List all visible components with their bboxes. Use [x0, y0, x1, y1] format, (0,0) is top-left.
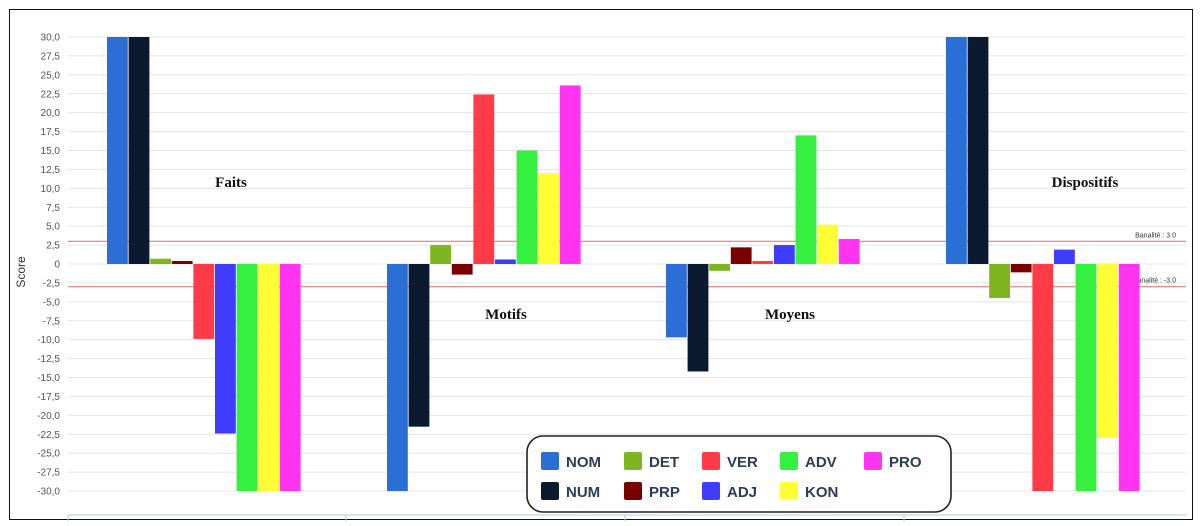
bar-num-motifs	[408, 264, 430, 427]
bars	[107, 37, 1140, 491]
legend-swatch-adj	[702, 482, 720, 500]
category-label: Moyens	[765, 307, 815, 323]
bar-det-faits	[150, 258, 171, 264]
y-tick-label: 2,5	[46, 241, 60, 252]
bar-prp-moyens	[730, 247, 752, 264]
y-tick-label: 30,0	[41, 33, 61, 44]
y-tick-label: -2,5	[43, 278, 61, 289]
legend-swatch-ver	[702, 452, 720, 470]
bar-det-motifs	[430, 245, 451, 264]
legend-label-pro: PRO	[889, 454, 922, 471]
legend-swatch-nom	[541, 452, 559, 470]
bar-pro-dispositifs	[1118, 264, 1140, 491]
legend-label-nom: NOM	[566, 454, 601, 471]
y-tick-label: -20,0	[37, 411, 60, 422]
bar-kon-motifs	[538, 173, 559, 264]
bar-ver-faits	[193, 264, 215, 339]
y-tick-label: 20,0	[41, 108, 61, 119]
y-tick-label: 15,0	[41, 146, 61, 157]
bar-chart: 30,0 27,5 25,0 22,5 20,0 17,5 15,0 12,5 10,0 7,5 5…	[14, 33, 1186, 521]
legend-swatch-kon	[780, 482, 798, 500]
y-tick-label: 12,5	[41, 165, 61, 176]
bar-num-faits	[128, 37, 150, 264]
y-tick-label: -25,0	[37, 449, 60, 460]
bar-kon-faits	[258, 264, 279, 491]
legend: NOM NUM DET PRP VER ADJ ADV KON PRO	[526, 435, 952, 513]
y-tick-label: -27,5	[37, 468, 60, 479]
bar-kon-moyens	[817, 224, 838, 264]
legend-swatch-num	[541, 482, 559, 500]
legend-swatch-adv	[780, 452, 798, 470]
y-tick-label: 17,5	[41, 127, 61, 138]
y-tick-label: 7,5	[46, 203, 60, 214]
y-tick-label: -30,0	[37, 487, 60, 498]
legend-label-adj: ADJ	[727, 484, 757, 501]
y-tick-label: -7,5	[43, 316, 61, 327]
bar-det-moyens	[709, 264, 730, 271]
bar-ver-motifs	[473, 94, 495, 264]
y-tick-label: -12,5	[37, 354, 60, 365]
bar-prp-motifs	[451, 264, 473, 275]
y-tick-label: 0	[54, 260, 60, 271]
y-tick-label: -22,5	[37, 430, 60, 441]
y-tick-label: -15,0	[37, 373, 60, 384]
y-tick-label: 5,0	[46, 222, 60, 233]
y-axis-label: Score	[14, 256, 28, 288]
legend-label-adv: ADV	[805, 454, 837, 471]
bar-adj-faits	[215, 264, 236, 434]
y-tick-label: 27,5	[41, 51, 61, 62]
bar-adj-dispositifs	[1054, 249, 1075, 264]
legend-label-prp: PRP	[649, 484, 680, 501]
bar-det-dispositifs	[989, 264, 1010, 299]
bar-adj-motifs	[495, 259, 516, 264]
legend-label-kon: KON	[805, 484, 838, 501]
chart-frame: 30,0 27,5 25,0 22,5 20,0 17,5 15,0 12,5 10,0 7,5 5…	[9, 9, 1193, 521]
y-tick-label: 10,0	[41, 184, 61, 195]
bar-nom-dispositifs	[946, 37, 967, 264]
category-labels: Faits Motifs Moyens Dispositifs	[215, 175, 1118, 323]
bar-prp-dispositifs	[1010, 264, 1032, 273]
legend-label-ver: VER	[727, 454, 758, 471]
category-label: Faits	[215, 175, 247, 191]
bar-pro-motifs	[559, 85, 581, 264]
bar-adv-dispositifs	[1075, 264, 1097, 491]
bar-pro-moyens	[838, 239, 860, 264]
bar-kon-dispositifs	[1097, 264, 1118, 439]
y-tick-label: 25,0	[41, 70, 61, 81]
legend-label-num: NUM	[566, 484, 600, 501]
bar-adv-motifs	[516, 150, 538, 264]
threshold-label: Banalité : -3.0	[1133, 278, 1176, 285]
bar-adj-moyens	[774, 245, 795, 264]
threshold-label: Banalité : 3.0	[1135, 232, 1176, 239]
legend-swatch-pro	[864, 452, 882, 470]
bar-nom-moyens	[666, 264, 687, 338]
category-label: Dispositifs	[1052, 175, 1119, 191]
bar-ver-dispositifs	[1032, 264, 1054, 491]
bar-adv-moyens	[795, 135, 817, 264]
legend-label-det: DET	[649, 454, 679, 471]
bar-num-moyens	[687, 264, 709, 372]
bar-ver-moyens	[752, 260, 774, 264]
bar-num-dispositifs	[967, 37, 989, 264]
y-tick-label: -17,5	[37, 392, 60, 403]
category-label: Motifs	[485, 307, 527, 323]
y-axis-ticks: 30,0 27,5 25,0 22,5 20,0 17,5 15,0 12,5 10,0 7,5 5…	[37, 33, 60, 498]
legend-swatch-prp	[624, 482, 642, 500]
y-tick-label: -10,0	[37, 335, 60, 346]
bar-prp-faits	[171, 260, 193, 264]
bar-adv-faits	[236, 264, 258, 491]
y-tick-label: -5,0	[43, 297, 61, 308]
bar-nom-faits	[107, 37, 128, 264]
y-tick-label: 22,5	[41, 89, 61, 100]
bar-nom-motifs	[387, 264, 408, 491]
bar-pro-faits	[279, 264, 301, 491]
legend-swatch-det	[624, 452, 642, 470]
x-axis	[67, 514, 1186, 521]
